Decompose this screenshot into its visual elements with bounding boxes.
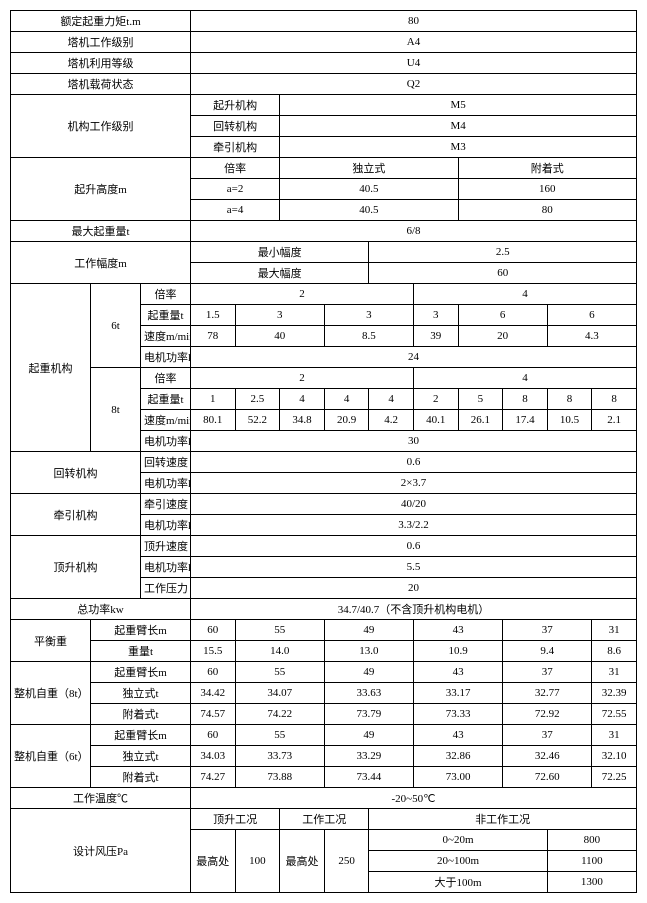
rated-moment-label: 额定起重力矩t.m <box>11 11 191 32</box>
rated-moment-value: 80 <box>191 11 637 32</box>
spec-table: 额定起重力矩t.m80 塔机工作级别A4 塔机利用等级U4 塔机载荷状态Q2 机… <box>10 10 637 893</box>
